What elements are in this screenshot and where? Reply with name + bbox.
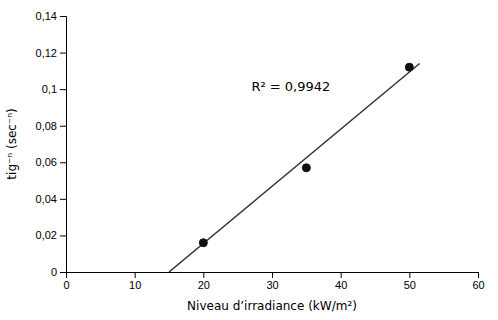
x-tick: 60 <box>472 272 484 291</box>
y-tick: 0,06 <box>36 156 66 168</box>
x-tick-mark <box>478 272 479 278</box>
x-tick-label: 10 <box>129 279 141 291</box>
x-tick-label: 30 <box>266 279 278 291</box>
trend-line <box>169 64 420 272</box>
x-tick-mark <box>203 272 204 278</box>
point <box>302 164 310 172</box>
plot-area: 0 10 20 30 40 50 60 0 0,02 0,04 0,06 0,08 0,1 0,12 0,1… <box>36 10 485 291</box>
y-tick-label: 0,02 <box>36 229 57 241</box>
x-tick-mark <box>135 272 136 278</box>
x-axis: 0 10 20 30 40 50 60 <box>63 272 484 291</box>
annotation: R² = 0,9942 <box>251 79 330 94</box>
y-tick: 0,02 <box>36 229 66 241</box>
x-axis-title: Niveau d’irradiance (kW/m²) <box>187 299 357 313</box>
x-tick: 50 <box>404 272 416 291</box>
y-tick: 0,14 <box>36 10 66 22</box>
y-tick-mark <box>60 53 66 54</box>
x-tick-label: 60 <box>472 279 484 291</box>
y-tick-mark <box>60 235 66 236</box>
x-tick: 0 <box>63 272 69 291</box>
y-tick-label: 0,14 <box>36 10 57 22</box>
x-tick-label: 40 <box>335 279 347 291</box>
y-tick: 0 <box>51 266 66 278</box>
x-tick-label: 20 <box>198 279 210 291</box>
x-tick-label: 0 <box>63 279 69 291</box>
y-tick-mark <box>60 89 66 90</box>
y-tick-mark <box>60 162 66 163</box>
y-tick-label: 0,06 <box>36 156 57 168</box>
y-tick-label: 0,12 <box>36 47 57 59</box>
y-tick-label: 0,1 <box>42 83 57 95</box>
y-tick-label: 0 <box>51 266 57 278</box>
point <box>199 239 207 247</box>
x-tick: 40 <box>335 272 347 291</box>
y-tick: 0,08 <box>36 120 66 132</box>
x-tick-mark <box>272 272 273 278</box>
point <box>405 63 413 71</box>
y-tick-mark <box>60 16 66 17</box>
y-tick: 0,12 <box>36 47 66 59</box>
y-axis: 0 0,02 0,04 0,06 0,08 0,1 0,12 0,14 <box>36 10 67 278</box>
y-tick-mark <box>60 272 66 273</box>
chart: 0 10 20 30 40 50 60 0 0,02 0,04 0,06 0,08 0,1 0,12 0,1… <box>0 0 498 320</box>
y-tick-label: 0,08 <box>36 120 57 132</box>
marks <box>169 63 420 272</box>
y-tick: 0,04 <box>36 193 66 205</box>
x-tick: 20 <box>198 272 210 291</box>
x-tick-label: 50 <box>404 279 416 291</box>
x-tick-mark <box>341 272 342 278</box>
y-tick-label: 0,04 <box>36 193 57 205</box>
x-tick: 10 <box>129 272 141 291</box>
x-axis-line <box>67 273 479 279</box>
y-tick-mark <box>60 199 66 200</box>
x-tick: 30 <box>266 272 278 291</box>
y-axis-title: tig⁻ⁿ (sec⁻ⁿ) <box>5 108 19 179</box>
y-axis-line <box>60 17 67 273</box>
y-tick: 0,1 <box>42 83 66 95</box>
y-tick-mark <box>60 126 66 127</box>
x-tick-mark <box>409 272 410 278</box>
